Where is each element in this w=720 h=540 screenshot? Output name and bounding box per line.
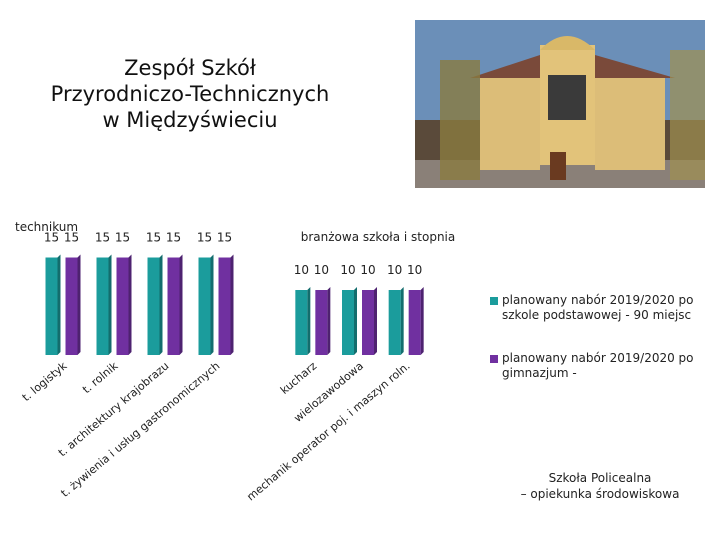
value-label: 15: [115, 231, 130, 245]
bar: [218, 257, 231, 355]
photo: [415, 20, 705, 188]
bar: [167, 257, 180, 355]
bar: [198, 257, 211, 355]
legend-item: planowany nabór 2019/2020 po szkole pods…: [490, 293, 707, 323]
bar: [295, 290, 308, 355]
legend-label: planowany nabór 2019/2020 po gimnazjum -: [502, 351, 694, 380]
value-label: 15: [146, 231, 161, 245]
value-label: 15: [217, 231, 232, 245]
value-label: 10: [360, 263, 375, 277]
legend-item: planowany nabór 2019/2020 po gimnazjum -: [490, 351, 707, 381]
bar: [45, 257, 58, 355]
bar: [408, 290, 421, 355]
value-label: 15: [166, 231, 181, 245]
value-label: 15: [44, 231, 59, 245]
bar-side: [354, 287, 357, 355]
bar-side: [159, 254, 163, 355]
bar-side: [420, 287, 424, 355]
footer-line: Szkoła Policealna: [549, 471, 652, 485]
bar: [65, 257, 78, 355]
value-label: 10: [294, 263, 309, 277]
bar-side: [327, 287, 331, 355]
bar-side: [374, 287, 377, 355]
title-line: Przyrodniczo-Technicznych: [51, 82, 330, 106]
bar: [96, 257, 109, 355]
footer-line: – opiekunka środowiskowa: [521, 487, 680, 501]
value-label: 10: [387, 263, 402, 277]
bar-side: [108, 254, 112, 355]
value-label: 10: [314, 263, 329, 277]
value-label: 10: [407, 263, 422, 277]
bar-side: [210, 254, 214, 355]
bar-side: [400, 287, 404, 355]
bar: [147, 257, 160, 355]
value-label: 15: [64, 231, 79, 245]
title-line: Zespół Szkół: [124, 56, 256, 80]
bar-side: [77, 254, 81, 355]
bar: [362, 290, 374, 355]
bar: [342, 290, 354, 355]
bar: [116, 257, 129, 355]
value-label: 10: [340, 263, 355, 277]
bar-side: [128, 254, 132, 355]
legend-swatch: [490, 297, 498, 305]
category-label: t. logistyk: [20, 359, 70, 404]
bar-side: [230, 254, 234, 355]
legend-swatch: [490, 355, 498, 363]
bar-side: [307, 287, 311, 355]
value-label: 15: [95, 231, 110, 245]
category-label: kucharz: [278, 359, 320, 397]
value-label: 15: [197, 231, 212, 245]
bar: [315, 290, 328, 355]
chart-title: technikum: [15, 220, 78, 234]
chart-title: branżowa szkoła i stopnia: [301, 230, 455, 244]
bar-side: [57, 254, 61, 355]
legend-label: planowany nabór 2019/2020 po szkole pods…: [502, 293, 694, 322]
bar: [388, 290, 401, 355]
bar-side: [179, 254, 183, 355]
title-line: w Międzyświeciu: [102, 108, 277, 132]
category-label: t. rolnik: [80, 359, 121, 396]
category-label: mechanik operator poj. i maszyn roln.: [244, 359, 412, 503]
